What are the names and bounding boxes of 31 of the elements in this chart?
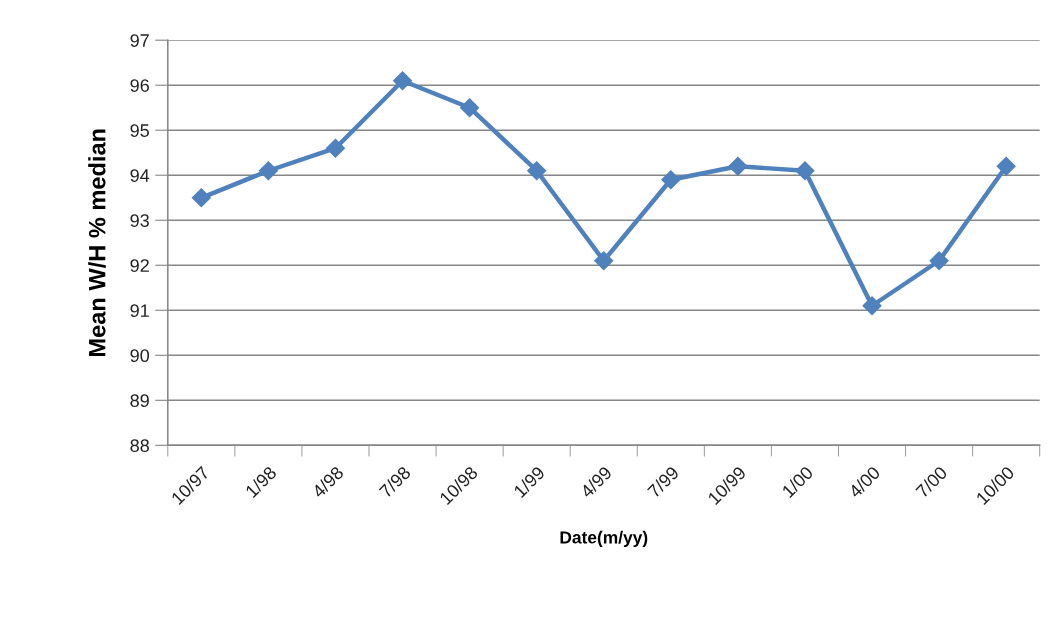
point xyxy=(661,170,681,190)
point xyxy=(460,98,480,118)
point xyxy=(527,161,547,181)
y-tick-label: 96 xyxy=(130,79,149,92)
x-axis-title: Date(m/yy) xyxy=(560,530,648,548)
point xyxy=(594,251,614,271)
y-tick-label: 92 xyxy=(130,259,149,272)
point xyxy=(728,156,748,176)
point xyxy=(929,251,949,271)
x-tick-label: 4/98 xyxy=(310,465,345,499)
x-tick-label: 7/99 xyxy=(646,465,680,499)
x-tick-label: 4/99 xyxy=(579,465,613,499)
x-tick-label: 4/00 xyxy=(847,465,881,499)
point xyxy=(191,188,211,208)
point xyxy=(862,296,882,316)
point xyxy=(258,161,278,181)
y-tick-label: 95 xyxy=(130,124,149,137)
y-tick-label: 94 xyxy=(130,169,150,182)
y-tick-label: 88 xyxy=(130,439,149,453)
y-tick-label: 89 xyxy=(130,394,149,408)
x-tick-label: 7/00 xyxy=(914,465,948,499)
point xyxy=(393,71,413,91)
y-tick-label: 90 xyxy=(130,349,150,363)
point xyxy=(325,138,346,158)
point xyxy=(795,161,815,181)
point xyxy=(996,156,1016,176)
x-tick-label: 7/98 xyxy=(378,465,412,499)
y-tick-label: 97 xyxy=(130,34,149,47)
y-tick-label: 93 xyxy=(130,214,149,227)
y-tick-label: 91 xyxy=(130,304,149,317)
y-axis-title: Mean W/H % median xyxy=(88,129,106,356)
